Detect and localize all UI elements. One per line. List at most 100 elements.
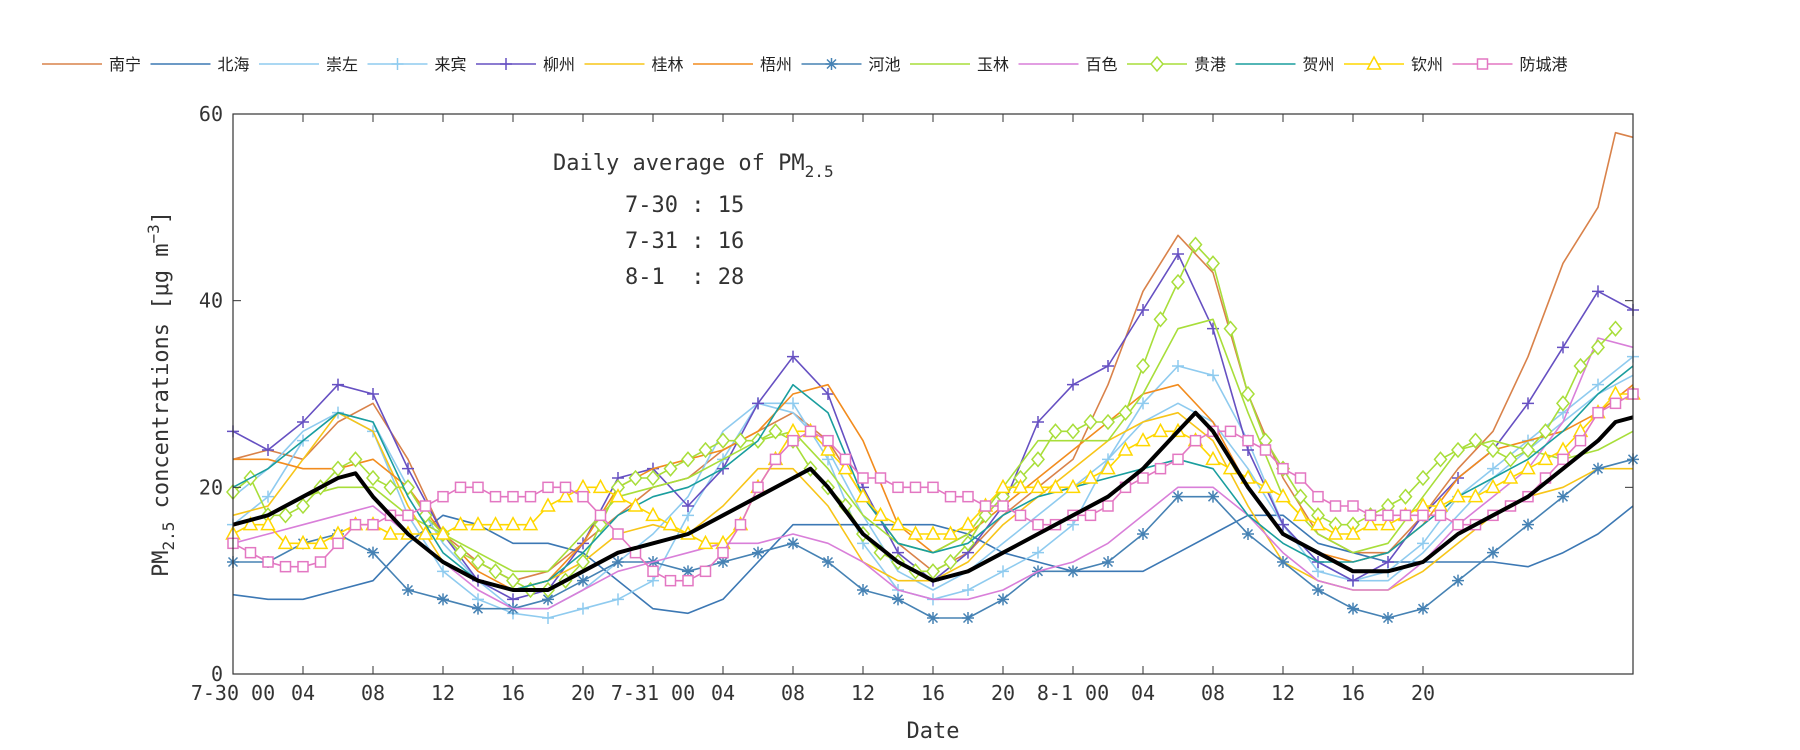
data-point-marker (752, 397, 764, 410)
data-point-marker (1592, 406, 1604, 419)
data-point-marker (890, 516, 906, 531)
data-point-marker (382, 525, 399, 540)
data-point-marker (1205, 450, 1221, 466)
series-2 (232, 374, 1634, 610)
data-point-marker (926, 563, 940, 580)
data-point-marker (1207, 490, 1219, 503)
data-point-marker (1609, 397, 1622, 410)
data-point-marker (960, 516, 976, 531)
data-point-marker (1032, 546, 1044, 559)
data-point-marker (907, 525, 924, 540)
x-tick-label: 04 (1131, 681, 1155, 705)
x-tick-label: 8-1 00 (1037, 681, 1109, 705)
data-point-marker (1380, 516, 1396, 531)
data-point-marker (1030, 478, 1046, 494)
data-point-marker (1434, 509, 1447, 522)
series-line (232, 374, 1634, 610)
data-point-marker (1502, 469, 1519, 484)
data-point-marker (1242, 528, 1254, 540)
data-point-marker (1451, 441, 1465, 459)
data-point-marker (295, 534, 311, 550)
data-point-marker (522, 516, 539, 531)
data-point-marker (892, 481, 904, 494)
data-point-marker (576, 553, 590, 571)
legend-label: 防城港 (1520, 55, 1568, 74)
data-point-marker (419, 500, 432, 512)
data-point-marker (962, 490, 974, 503)
data-point-marker (647, 565, 659, 578)
data-point-marker (1136, 357, 1150, 375)
x-tick-label: 16 (921, 681, 945, 705)
data-point-marker (437, 565, 449, 578)
data-point-marker (507, 490, 519, 503)
data-point-marker (506, 572, 520, 589)
data-point-marker (1292, 506, 1309, 522)
legend-entry: 百色 (1018, 55, 1118, 74)
data-point-marker (927, 612, 939, 624)
x-tick-label: 12 (1271, 681, 1295, 705)
legend-entry: 南宁 (42, 55, 141, 74)
y-tick-label: 20 (199, 475, 223, 499)
data-point-marker (1275, 488, 1291, 503)
series-line (232, 410, 1634, 592)
data-point-marker (682, 574, 694, 587)
data-point-marker (717, 546, 729, 559)
data-point-marker (332, 537, 344, 550)
x-tick-label: 08 (361, 681, 385, 705)
legend-entry: 柳州 (476, 55, 575, 74)
data-point-marker (1154, 462, 1167, 475)
data-point-marker (1066, 423, 1080, 440)
x-tick-label: 7-30 00 (191, 681, 275, 705)
data-point-marker (1241, 385, 1255, 403)
data-point-marker (752, 546, 764, 559)
data-point-marker (1172, 453, 1184, 466)
data-point-marker (785, 422, 801, 438)
data-point-marker (872, 506, 889, 522)
data-point-marker (1102, 360, 1114, 372)
data-point-marker (1242, 434, 1254, 447)
data-point-marker (1188, 236, 1203, 253)
data-point-marker (682, 500, 694, 512)
data-point-marker (1082, 469, 1099, 484)
data-point-marker (1172, 248, 1184, 260)
data-point-marker (909, 481, 922, 494)
data-point-marker (1417, 537, 1429, 550)
x-tick-label: 20 (571, 681, 595, 705)
data-point-marker (1102, 500, 1114, 512)
data-point-marker (1487, 546, 1499, 559)
data-point-marker (892, 593, 904, 606)
data-point-marker (1592, 285, 1604, 298)
data-point-marker (1522, 518, 1534, 531)
data-point-marker (557, 488, 574, 503)
plot-lines (225, 131, 1641, 624)
data-point-marker (1503, 451, 1518, 468)
data-point-marker (682, 565, 694, 578)
legend-label: 北海 (218, 55, 250, 74)
data-point-marker (1557, 341, 1569, 354)
legend-entry: 河池 (801, 55, 901, 74)
data-point-marker (1118, 404, 1133, 421)
data-point-marker (1398, 488, 1413, 505)
data-point-marker (505, 516, 521, 531)
data-point-marker (1100, 460, 1116, 475)
data-point-marker (1415, 497, 1431, 512)
data-point-marker (1189, 434, 1202, 447)
x-tick-label: 20 (991, 681, 1015, 705)
data-point-marker (1067, 565, 1079, 578)
annotation-line-3: 8-1 : 28 (625, 265, 744, 290)
data-point-marker (470, 516, 486, 531)
legend-entry: 贵港 (1127, 55, 1226, 74)
data-point-marker (331, 460, 345, 477)
data-point-marker (435, 525, 451, 540)
data-point-marker (874, 472, 887, 484)
data-point-marker (1101, 413, 1115, 431)
data-point-marker (1312, 490, 1324, 503)
data-point-marker (366, 469, 380, 487)
data-point-marker (1345, 525, 1361, 540)
y-tick-label: 0 (211, 662, 223, 686)
data-point-marker (1382, 509, 1394, 522)
x-tick-label: 08 (781, 681, 805, 705)
data-point-marker (1277, 518, 1289, 531)
data-point-marker (1223, 320, 1238, 337)
series-line (232, 365, 1634, 591)
